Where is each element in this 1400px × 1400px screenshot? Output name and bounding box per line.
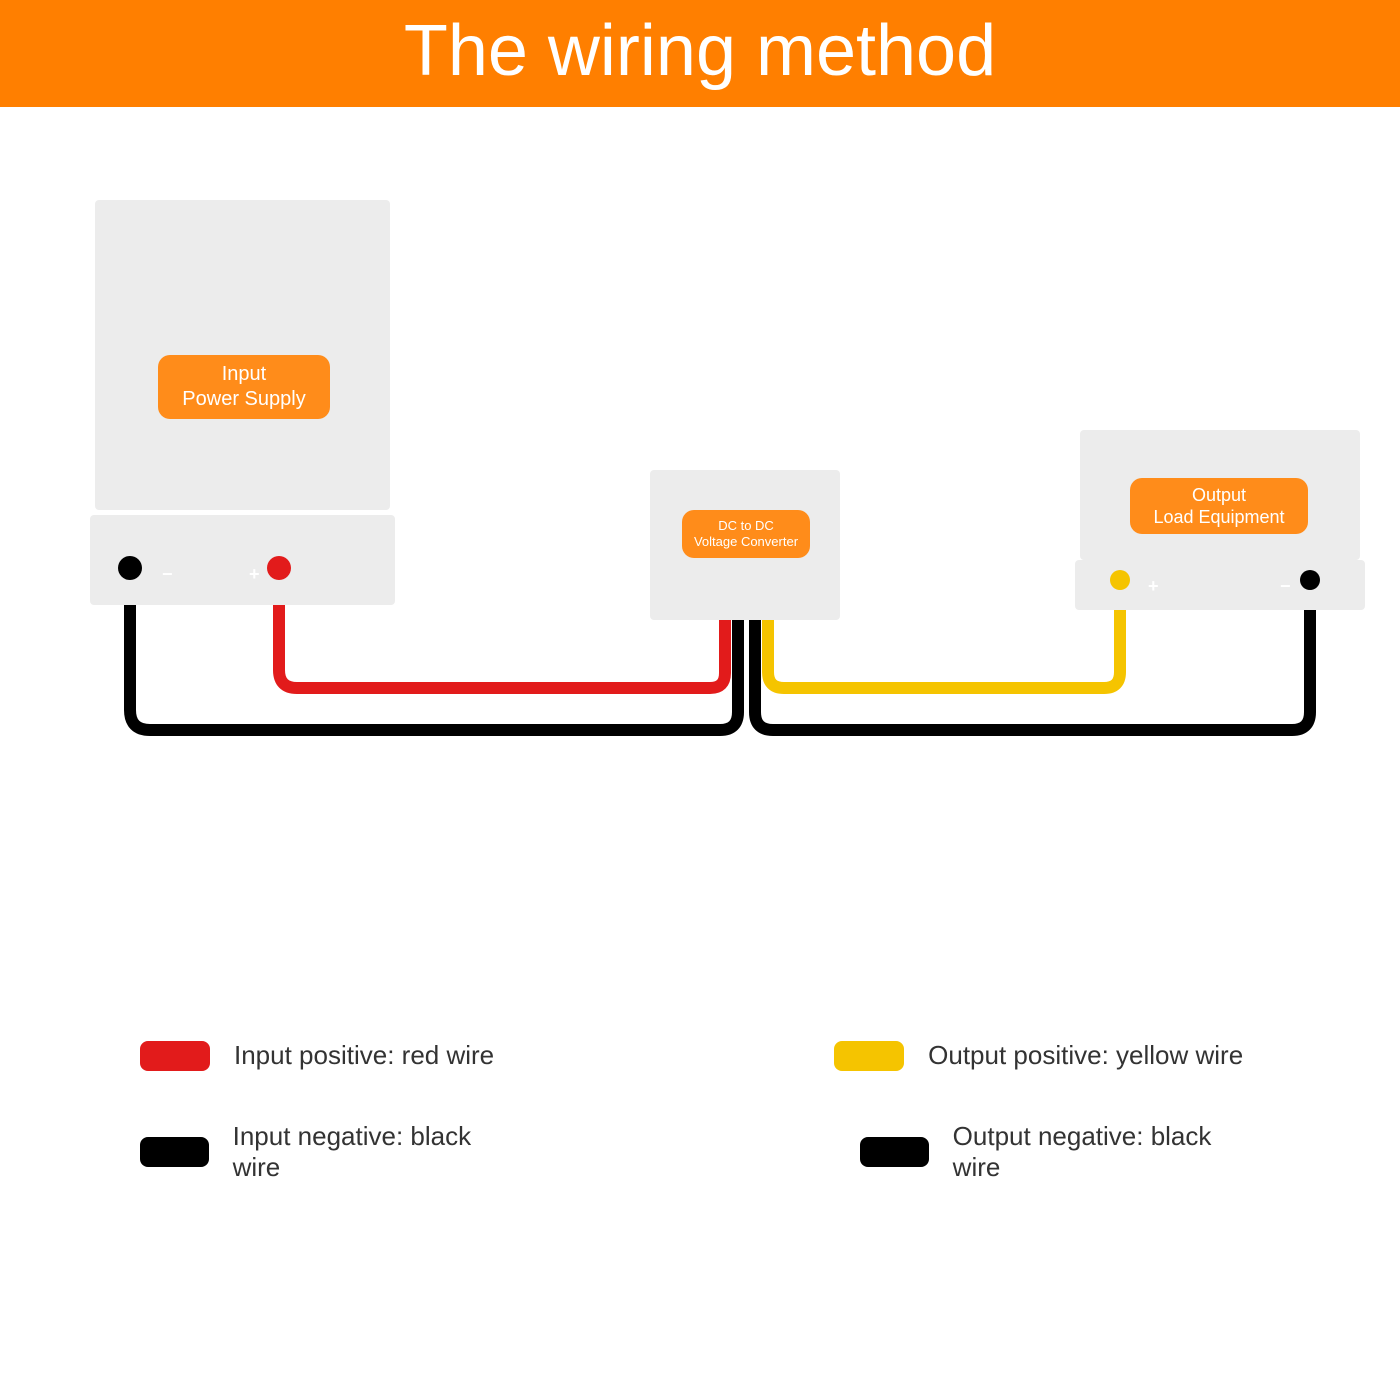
terminal-out-negative: [1300, 570, 1320, 590]
page-title: The wiring method: [0, 10, 1400, 92]
converter-label-line1: DC to DC: [718, 518, 774, 534]
legend-item-output-negative: Output negative: black wire: [860, 1121, 1260, 1183]
legend-label-input-negative: Input negative: black wire: [233, 1121, 520, 1183]
terminal-out-positive: [1110, 570, 1130, 590]
output-label-line2: Load Equipment: [1153, 506, 1284, 529]
terminal-ps-negative-sign: −: [162, 564, 173, 585]
legend-row-1: Input positive: red wire Output positive…: [140, 1040, 1260, 1071]
header-bar: The wiring method: [0, 0, 1400, 107]
legend-label-output-negative: Output negative: black wire: [953, 1121, 1260, 1183]
legend-item-output-positive: Output positive: yellow wire: [834, 1040, 1243, 1071]
power-supply-label-line2: Power Supply: [182, 387, 305, 412]
legend-row-2: Input negative: black wire Output negati…: [140, 1121, 1260, 1183]
legend-swatch-red: [140, 1041, 210, 1071]
legend-item-input-positive: Input positive: red wire: [140, 1040, 494, 1071]
legend-swatch-black-1: [140, 1137, 209, 1167]
legend-swatch-yellow: [834, 1041, 904, 1071]
terminal-out-positive-sign: +: [1148, 576, 1159, 597]
legend-label-input-positive: Input positive: red wire: [234, 1040, 494, 1071]
legend-label-output-positive: Output positive: yellow wire: [928, 1040, 1243, 1071]
power-supply-badge: Input Power Supply: [158, 355, 330, 419]
converter-label-line2: Voltage Converter: [694, 534, 798, 550]
terminal-ps-negative: [118, 556, 142, 580]
power-supply-label-line1: Input: [222, 362, 266, 387]
converter-badge: DC to DC Voltage Converter: [682, 510, 810, 558]
output-label-line1: Output: [1192, 484, 1246, 507]
terminal-ps-positive-sign: +: [249, 564, 260, 585]
legend-swatch-black-2: [860, 1137, 929, 1167]
terminal-ps-positive: [267, 556, 291, 580]
legend: Input positive: red wire Output positive…: [140, 1040, 1260, 1233]
output-badge: Output Load Equipment: [1130, 478, 1308, 534]
terminal-out-negative-sign: −: [1280, 576, 1291, 597]
legend-item-input-negative: Input negative: black wire: [140, 1121, 520, 1183]
